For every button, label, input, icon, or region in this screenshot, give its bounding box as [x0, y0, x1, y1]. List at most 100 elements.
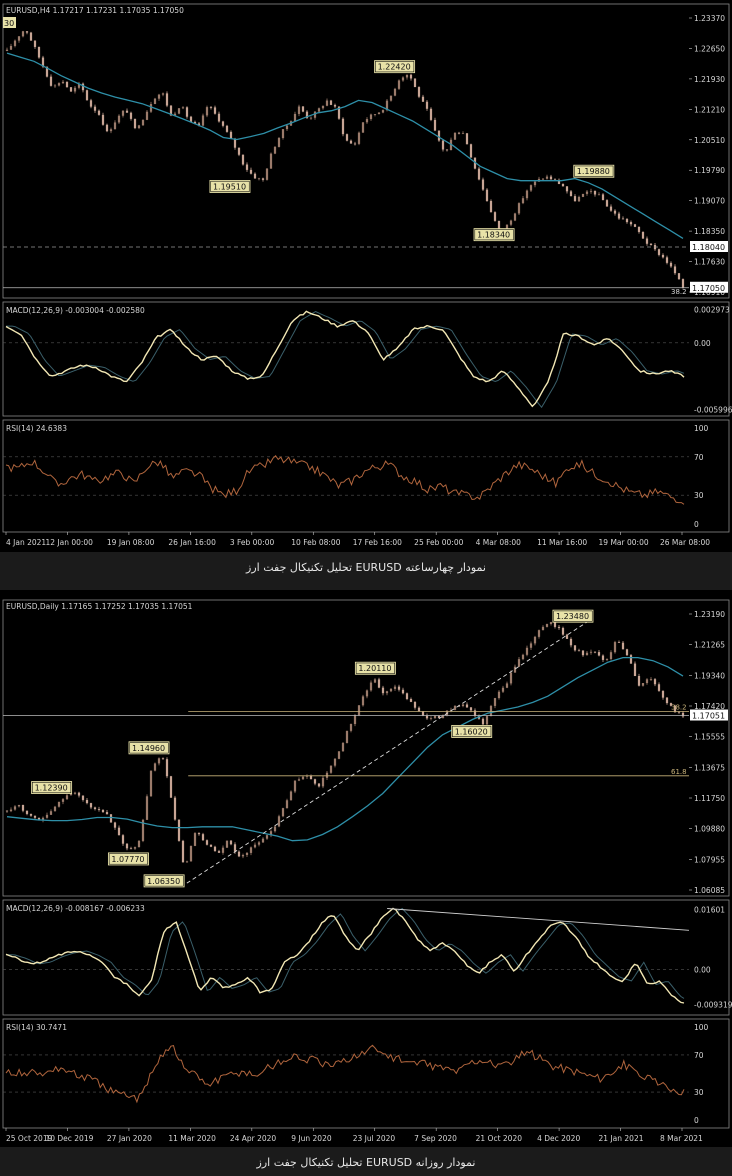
candle-body — [273, 826, 277, 832]
candle-body — [5, 49, 9, 51]
candle-body — [557, 626, 561, 628]
rsi-pane-frame — [2, 419, 730, 533]
candle-body — [17, 36, 21, 41]
candle-body — [609, 652, 613, 660]
candle-body — [605, 659, 609, 660]
candle-body — [29, 813, 33, 816]
price-annotation-fill — [109, 853, 148, 864]
candle-body — [241, 154, 245, 165]
candle-body — [17, 804, 21, 807]
price-axis-label: 1.07955 — [694, 855, 725, 864]
candle-body — [377, 112, 381, 115]
price-axis-label: 1.23190 — [694, 610, 725, 619]
candle-body — [501, 687, 505, 692]
candle-body — [469, 707, 473, 711]
rsi-axis-label: 100 — [694, 424, 709, 433]
candle-body — [137, 125, 141, 129]
price-annotation-label: 1.20110 — [358, 664, 391, 673]
price-annotation-fill — [553, 611, 592, 622]
candle-body — [445, 149, 449, 151]
candle-body — [45, 814, 49, 818]
candle-body — [385, 691, 389, 694]
candle-body — [161, 93, 165, 95]
candle-body — [129, 848, 133, 850]
candle-body — [309, 775, 313, 780]
time-axis-label: 17 Feb 16:00 — [353, 538, 402, 547]
candle-body — [529, 643, 533, 648]
candle-body — [233, 138, 237, 148]
candle-body — [353, 715, 357, 725]
macd-line — [5, 907, 685, 1004]
candle-body — [397, 80, 401, 89]
candle-body — [197, 833, 201, 835]
h4-chart-svg: EURUSD,H4 1.17217 1.17231 1.17035 1.1705… — [2, 3, 732, 547]
candle-body — [633, 663, 637, 676]
price-annotation-label: 1.16020 — [455, 727, 488, 736]
candle-body — [569, 191, 573, 197]
candle-body — [357, 705, 361, 716]
h4-chart-caption: تحلیل تکنیکال جفت ارز EURUSD نمودار چهار… — [246, 561, 486, 574]
candle-body — [257, 842, 261, 845]
candle-body — [25, 31, 29, 33]
candle-body — [425, 715, 429, 719]
candle-body — [185, 861, 189, 863]
candle-body — [169, 776, 173, 798]
candle-body — [653, 679, 657, 685]
candle-body — [657, 249, 661, 255]
candle-body — [73, 792, 77, 794]
candle-body — [573, 645, 577, 651]
price-annotation-label: 1.14960 — [132, 744, 165, 753]
candle-body — [81, 795, 85, 800]
candle-body — [401, 77, 405, 81]
candle-body — [89, 803, 93, 808]
current-price-tag — [690, 709, 728, 721]
candle-body — [365, 119, 369, 123]
candle-body — [457, 705, 461, 707]
candle-body — [657, 684, 661, 691]
candle-body — [341, 118, 345, 135]
candle-body — [621, 218, 625, 220]
time-axis-label: 10 Dec 2019 — [45, 1134, 93, 1143]
candle-body — [637, 226, 641, 232]
candle-body — [13, 806, 17, 810]
fib-level-label: 61.8 — [671, 768, 687, 776]
candle-body — [65, 795, 69, 800]
candle-body — [405, 74, 409, 78]
candle-body — [333, 758, 337, 766]
candle-body — [45, 66, 49, 77]
candle-body — [429, 718, 433, 719]
fib-level-label: 38.2 — [671, 703, 687, 711]
candle-body — [681, 712, 685, 717]
candle-body — [541, 178, 545, 180]
candle-body — [401, 689, 405, 694]
candle-body — [465, 133, 469, 145]
candle-body — [601, 655, 605, 660]
candle-body — [465, 704, 469, 708]
candle-body — [593, 651, 597, 653]
candle-body — [89, 100, 93, 107]
candle-body — [305, 775, 309, 777]
candle-body — [157, 94, 161, 99]
candle-body — [553, 179, 557, 181]
price-axis-label: 1.09880 — [694, 825, 725, 834]
macd-axis-label: 0.00 — [694, 339, 711, 348]
price-axis-label: 1.13675 — [694, 763, 725, 772]
candle-body — [177, 108, 181, 114]
macd-axis-label: 0.002973 — [694, 306, 730, 315]
candle-body — [213, 846, 217, 852]
candle-body — [409, 699, 413, 702]
time-axis-label: 25 Feb 00:00 — [414, 538, 463, 547]
candle-body — [285, 125, 289, 130]
corner-marker-left-box — [3, 17, 16, 28]
candle-body — [669, 703, 673, 706]
price-axis-label: 1.19340 — [694, 671, 725, 680]
candle-body — [113, 122, 117, 130]
candle-body — [665, 697, 669, 704]
candle-body — [517, 203, 521, 214]
candle-body — [597, 194, 601, 196]
candle-body — [117, 827, 121, 836]
candle-body — [425, 101, 429, 109]
time-axis-label: 19 Jan 08:00 — [107, 538, 155, 547]
candle-body — [325, 100, 329, 106]
rsi-pane-frame — [2, 1018, 730, 1129]
